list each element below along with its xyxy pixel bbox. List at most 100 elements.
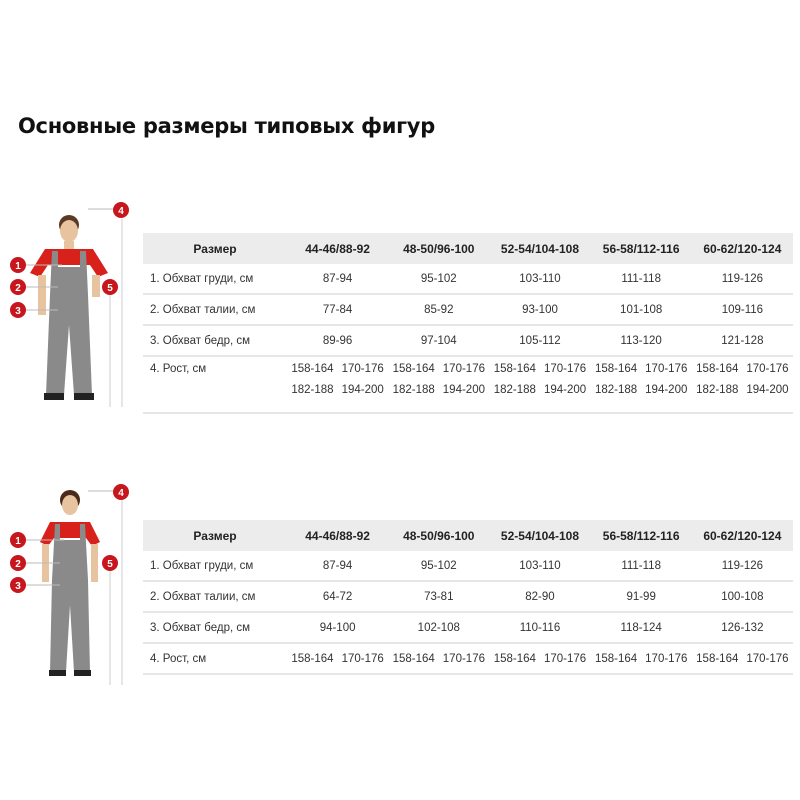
table-cell: 94-100 — [287, 612, 389, 644]
column-header: 44-46/88-92 — [287, 520, 389, 551]
table-cell: 158-164 170-176 182-188 194-200 — [489, 356, 591, 414]
row-label: 3. Обхват бедр, см — [143, 325, 287, 357]
table-cell: 95-102 — [388, 551, 490, 582]
table-cell: 158-164 170-176 182-188 194-200 — [388, 356, 490, 414]
table-cell: 91-99 — [590, 581, 692, 613]
height-range: 158-164 — [493, 363, 536, 375]
table-cell: 158-164 170-176 — [388, 643, 490, 675]
svg-text:2: 2 — [15, 559, 21, 570]
table-row: 3. Обхват бедр, см 94-100 102-108 110-116 11… — [143, 612, 793, 644]
table-cell: 126-132 — [691, 612, 793, 644]
height-range: 158-164 — [291, 363, 334, 375]
table-cell: 109-116 — [691, 294, 793, 326]
column-header: 48-50/96-100 — [388, 233, 490, 264]
table-cell: 113-120 — [590, 325, 692, 357]
svg-text:5: 5 — [107, 559, 113, 570]
table-cell: 89-96 — [287, 325, 389, 357]
table-row-height: 4. Рост, см 158-164 170-176 182-188 194-200 1… — [143, 356, 793, 414]
height-range: 170-176 — [442, 363, 485, 375]
table-row: 3. Обхват бедр, см 89-96 97-104 105-112 113-… — [143, 325, 793, 357]
table-cell: 110-116 — [489, 612, 591, 644]
row-label: 1. Обхват груди, см — [143, 264, 287, 295]
height-range: 170-176 — [645, 363, 688, 375]
table-cell: 121-128 — [691, 325, 793, 357]
table-cell: 82-90 — [489, 581, 591, 613]
height-range: 170-176 — [746, 363, 789, 375]
table-row-height: 4. Рост, см 158-164 170-176 158-164 170-176 1… — [143, 643, 793, 675]
table-cell: 95-102 — [388, 264, 490, 295]
height-range: 158-164 — [392, 363, 435, 375]
row-label: 3. Обхват бедр, см — [143, 612, 287, 644]
measurement-markers: 1 2 3 4 5 — [10, 202, 129, 318]
table-cell: 111-118 — [590, 551, 692, 582]
height-range: 170-176 — [341, 363, 384, 375]
height-range: 170-176 — [543, 363, 587, 375]
column-header: Размер — [143, 520, 287, 551]
column-header: 44-46/88-92 — [287, 233, 389, 264]
row-label: 4. Рост, см — [143, 643, 287, 675]
column-header: 56-58/112-116 — [590, 233, 692, 264]
table-cell: 102-108 — [388, 612, 490, 644]
height-range: 194-200 — [645, 384, 688, 396]
table-cell: 158-164 170-176 182-188 194-200 — [287, 356, 389, 414]
row-label: 1. Обхват груди, см — [143, 551, 287, 582]
height-range: 182-188 — [291, 384, 334, 396]
height-range: 158-164 — [696, 652, 739, 665]
table-cell: 103-110 — [489, 551, 591, 582]
svg-text:3: 3 — [15, 581, 21, 592]
table-cell: 105-112 — [489, 325, 591, 357]
male-size-table: Размер 44-46/88-92 48-50/96-100 52-54/104-1… — [143, 233, 793, 414]
column-header: 56-58/112-116 — [590, 520, 692, 551]
table-header-row: Размер 44-46/88-92 48-50/96-100 52-54/104-1… — [143, 520, 793, 551]
height-range: 182-188 — [594, 384, 638, 396]
column-header: 52-54/104-108 — [489, 520, 591, 551]
height-range: 170-176 — [746, 652, 789, 665]
height-range: 182-188 — [696, 384, 739, 396]
table-cell: 158-164 170-176 — [489, 643, 591, 675]
svg-text:5: 5 — [107, 283, 113, 294]
height-range: 170-176 — [442, 652, 485, 665]
table-header-row: Размер 44-46/88-92 48-50/96-100 52-54/104-1… — [143, 233, 793, 264]
table-row: 2. Обхват талии, см 64-72 73-81 82-90 91-99 1… — [143, 581, 793, 613]
height-range: 194-200 — [442, 384, 485, 396]
row-label: 2. Обхват талии, см — [143, 581, 287, 613]
table-cell: 87-94 — [287, 264, 389, 295]
height-range: 182-188 — [392, 384, 435, 396]
height-range: 194-200 — [341, 384, 384, 396]
table-cell: 103-110 — [489, 264, 591, 295]
row-label: 2. Обхват талии, см — [143, 294, 287, 326]
svg-text:4: 4 — [118, 488, 124, 499]
table-cell: 64-72 — [287, 581, 389, 613]
table-cell: 97-104 — [388, 325, 490, 357]
column-header: 48-50/96-100 — [388, 520, 490, 551]
height-range: 194-200 — [746, 384, 789, 396]
table-cell: 87-94 — [287, 551, 389, 582]
column-header: Размер — [143, 233, 287, 264]
table-cell: 100-108 — [691, 581, 793, 613]
height-range: 182-188 — [493, 384, 536, 396]
svg-text:1: 1 — [15, 261, 21, 272]
svg-text:4: 4 — [118, 206, 124, 217]
male-figure-illustration: 1 2 3 4 5 — [10, 202, 129, 407]
table-cell: 158-164 170-176 182-188 194-200 — [590, 356, 692, 414]
svg-text:3: 3 — [15, 306, 21, 317]
table-cell: 119-126 — [691, 264, 793, 295]
height-range: 158-164 — [594, 363, 638, 375]
table-cell: 111-118 — [590, 264, 692, 295]
table-row: 1. Обхват груди, см 87-94 95-102 103-110 111… — [143, 264, 793, 295]
svg-text:1: 1 — [15, 536, 21, 547]
height-range: 158-164 — [696, 363, 739, 375]
table-cell: 158-164 170-176 — [287, 643, 389, 675]
column-header: 60-62/120-124 — [691, 520, 793, 551]
height-range: 194-200 — [543, 384, 587, 396]
table-cell: 158-164 170-176 — [691, 643, 793, 675]
table-cell: 118-124 — [590, 612, 692, 644]
measurement-markers: 1 2 3 4 5 — [10, 484, 129, 593]
table-row: 1. Обхват груди, см 87-94 95-102 103-110 111… — [143, 551, 793, 582]
height-range: 170-176 — [543, 652, 587, 665]
svg-text:2: 2 — [15, 283, 21, 294]
column-header: 60-62/120-124 — [691, 233, 793, 264]
table-cell: 119-126 — [691, 551, 793, 582]
table-cell: 73-81 — [388, 581, 490, 613]
table-cell: 77-84 — [287, 294, 389, 326]
